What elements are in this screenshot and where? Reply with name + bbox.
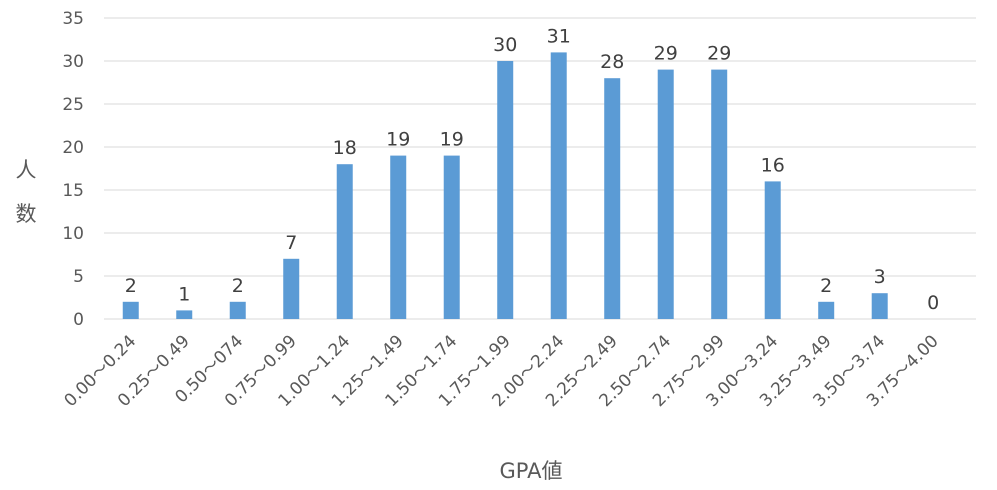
y-tick-label: 25 <box>62 95 84 115</box>
data-label: 19 <box>386 129 410 151</box>
data-label: 3 <box>874 266 886 288</box>
data-label: 0 <box>927 292 939 314</box>
bar <box>336 164 353 319</box>
gridlines <box>104 17 976 320</box>
data-label: 19 <box>440 129 464 151</box>
bars <box>122 52 888 320</box>
data-label: 1 <box>178 283 190 305</box>
data-label: 16 <box>761 154 785 176</box>
x-tick-labels: 0.00～0.240.25～0.490.50～0740.75～0.991.00～… <box>61 331 943 411</box>
data-label: 18 <box>333 137 357 159</box>
bar <box>283 258 300 319</box>
bar <box>176 310 193 319</box>
bar <box>497 61 514 319</box>
data-label: 2 <box>125 275 137 297</box>
bar <box>550 52 567 320</box>
y-tick-label: 35 <box>62 9 84 29</box>
data-label: 2 <box>820 275 832 297</box>
bar <box>871 293 888 319</box>
data-label: 7 <box>285 232 297 254</box>
y-axis-title: 人数 <box>16 158 37 226</box>
bar <box>122 301 139 319</box>
bar <box>764 181 781 319</box>
y-tick-label: 15 <box>62 181 84 201</box>
data-label: 29 <box>707 43 731 65</box>
bar <box>229 301 246 319</box>
bar <box>604 78 621 319</box>
bar <box>818 301 835 319</box>
y-tick-label: 5 <box>73 267 84 287</box>
data-label: 30 <box>493 34 517 56</box>
y-tick-label: 30 <box>62 52 84 72</box>
x-axis-title: GPA値 <box>500 459 563 483</box>
bar <box>390 155 407 319</box>
y-tick-label: 0 <box>73 310 84 330</box>
bar <box>443 155 460 319</box>
data-label: 28 <box>600 51 624 73</box>
data-label: 2 <box>232 275 244 297</box>
data-label: 29 <box>654 43 678 65</box>
bar <box>657 69 674 319</box>
bar <box>711 69 728 319</box>
y-tick-label: 20 <box>62 138 84 158</box>
y-tick-label: 10 <box>62 224 84 244</box>
data-label: 31 <box>547 25 571 47</box>
y-tick-labels: 0 5 10 15 20 25 30 35 <box>62 9 84 330</box>
